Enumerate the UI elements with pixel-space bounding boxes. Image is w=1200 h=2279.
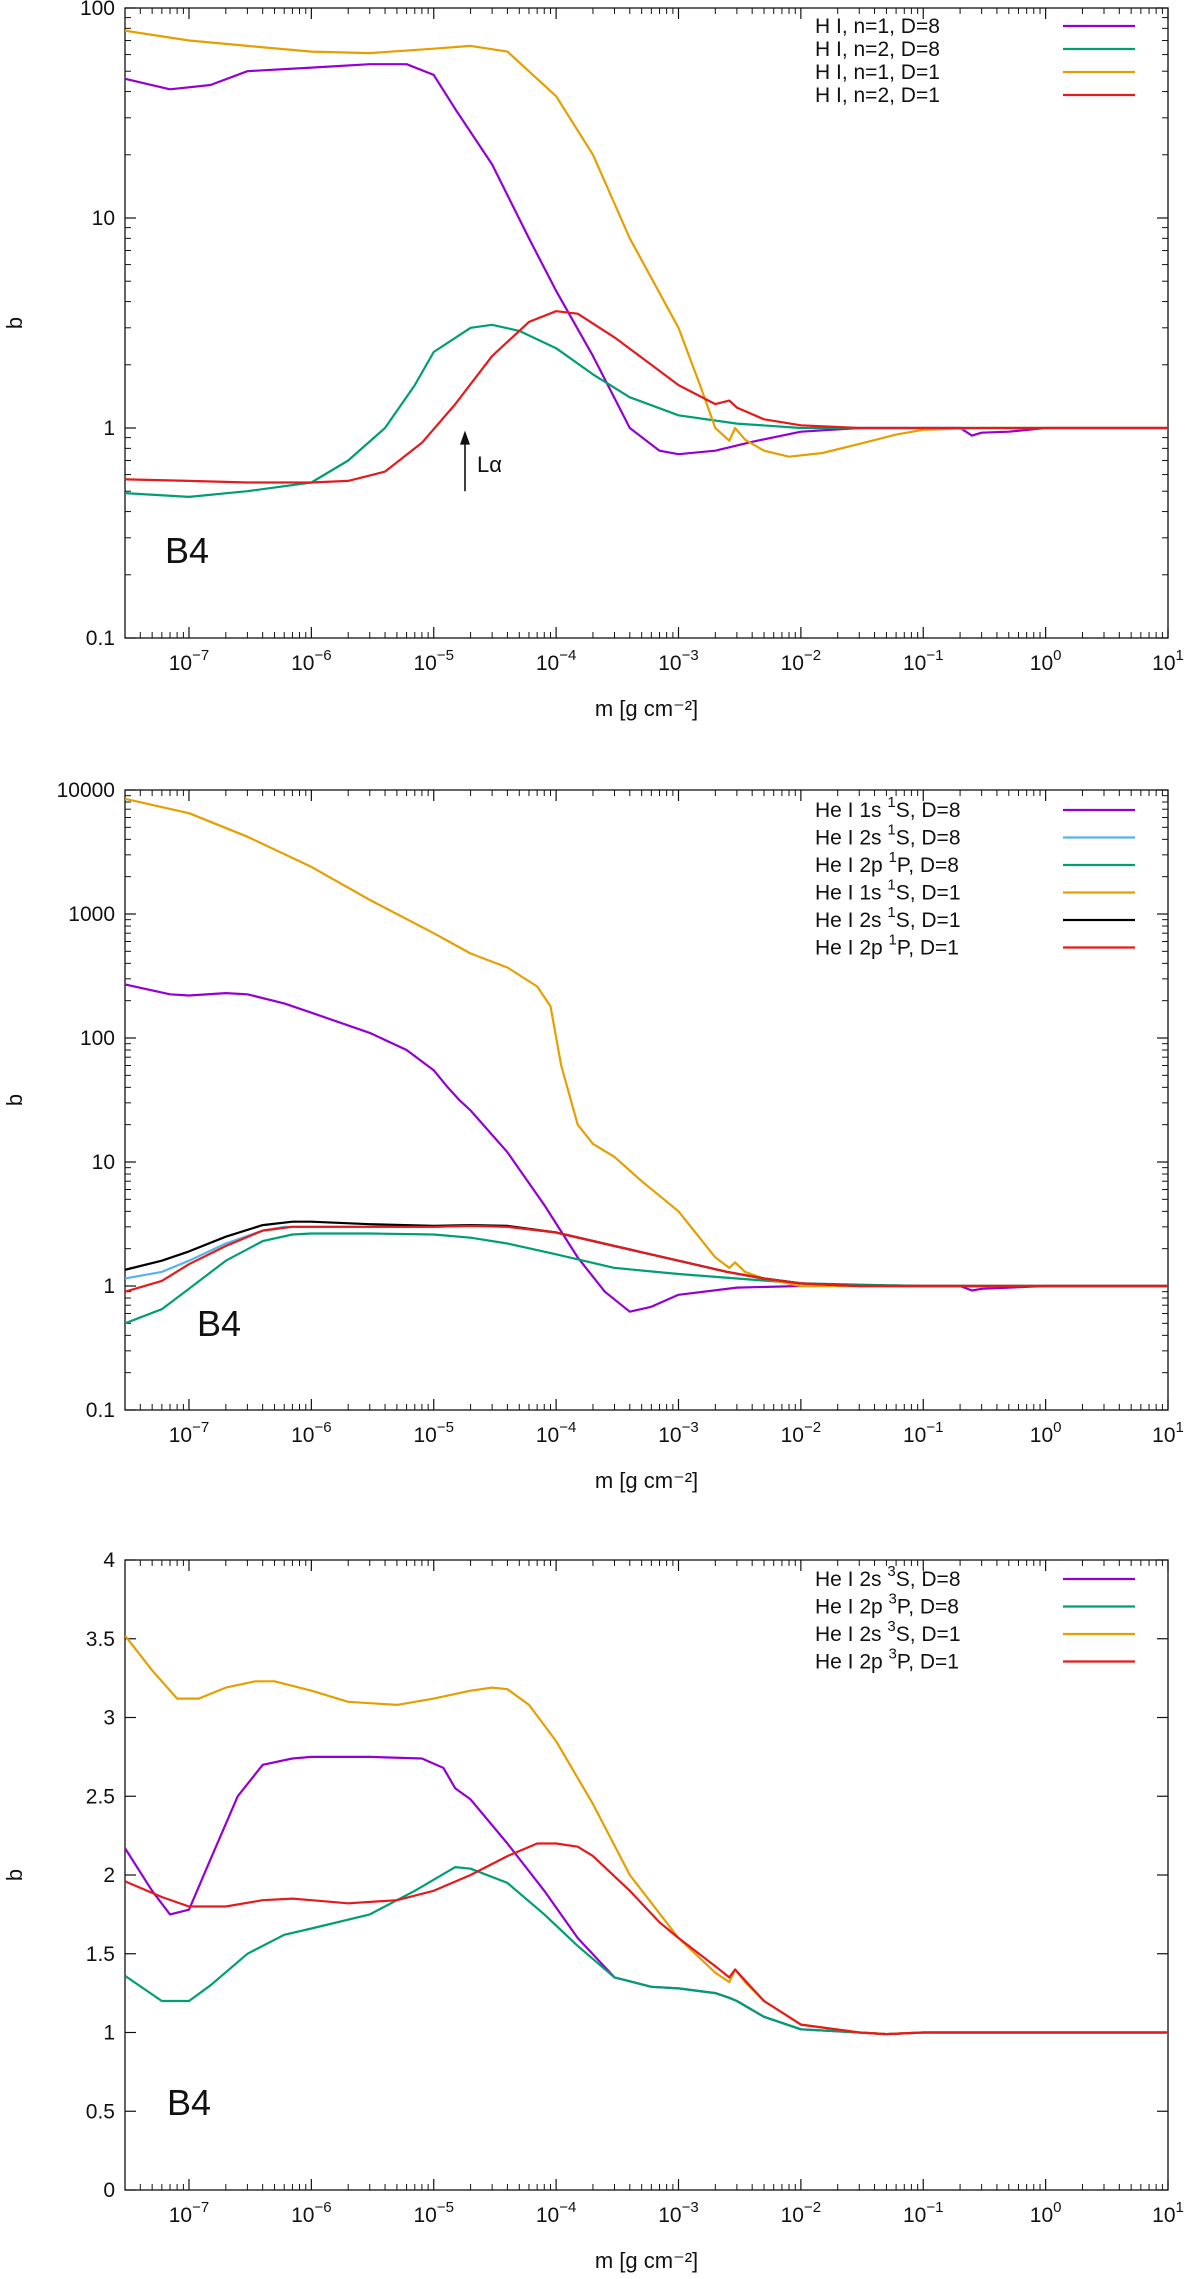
- x-tick-label: 10−2: [781, 2199, 821, 2227]
- x-tick-label: 101: [1152, 1419, 1184, 1447]
- y-tick-label: 1: [103, 2022, 115, 2045]
- x-tick-label: 100: [1030, 647, 1062, 675]
- x-tick-label: 101: [1152, 647, 1184, 675]
- y-tick-label: 0.5: [86, 2100, 115, 2123]
- x-tick-label: 10−5: [414, 2199, 454, 2227]
- series-line-2: [125, 323, 1168, 498]
- x-tick-label: 10−3: [658, 647, 698, 675]
- x-axis-title: m [g cm⁻²]: [595, 696, 698, 721]
- series-line-2: [125, 1865, 1168, 2036]
- x-tick-label: 10−6: [291, 1419, 331, 1447]
- x-tick-label: 10−6: [291, 2199, 331, 2227]
- x-tick-label: 100: [1030, 2199, 1062, 2227]
- series-line-2: [125, 1224, 1168, 1288]
- y-tick-label: 2.5: [86, 1785, 115, 1808]
- y-tick-label: 0.1: [86, 627, 115, 650]
- legend-label: H I, n=1, D=8: [815, 15, 940, 38]
- y-tick-label: 3.5: [86, 1628, 115, 1651]
- legend-label: He I 2p 3P, D=1: [815, 1646, 959, 1674]
- annotation-label: Lα: [477, 452, 502, 477]
- plot-frame: [124, 1559, 1169, 2191]
- x-tick-label: 10−7: [169, 1419, 209, 1447]
- x-axis-title: m [g cm⁻²]: [595, 2248, 698, 2273]
- legend-label: He I 2s 3S, D=8: [815, 1563, 961, 1591]
- y-tick-label: 1.5: [86, 1943, 115, 1966]
- legend-label: He I 1s 1S, D=1: [815, 877, 961, 905]
- y-tick-label: 2: [103, 1864, 115, 1887]
- y-tick-label: 1: [103, 1275, 115, 1298]
- series-line-6: [125, 1224, 1168, 1293]
- legend-label: He I 1s 1S, D=8: [815, 794, 961, 822]
- x-tick-label: 10−1: [903, 647, 943, 675]
- x-tick-label: 101: [1152, 2199, 1184, 2227]
- series-line-3: [125, 1232, 1168, 1325]
- legend-label: He I 2p 1P, D=8: [815, 849, 959, 877]
- chart-panel-2: 10−7 10−6 10−5 10−4 10−3 10−2 10−1 100 101 0.1 1 10…: [2, 779, 1184, 1493]
- x-tick-label: 100: [1030, 1419, 1062, 1447]
- y-axis-title: b: [2, 317, 27, 329]
- panel-tag: B4: [197, 1303, 241, 1344]
- y-tick-label: 10: [92, 1151, 115, 1174]
- panel-tag: B4: [167, 2082, 211, 2123]
- x-tick-label: 10−1: [903, 1419, 943, 1447]
- y-tick-label: 0: [103, 2179, 115, 2202]
- x-tick-label: 10−5: [414, 1419, 454, 1447]
- x-tick-label: 10−2: [781, 1419, 821, 1447]
- y-tick-label: 10: [92, 207, 115, 230]
- y-tick-label: 1: [103, 417, 115, 440]
- plot-frame: [124, 789, 1169, 1411]
- x-tick-label: 10−7: [169, 647, 209, 675]
- legend-label: H I, n=2, D=8: [815, 38, 940, 61]
- series-line-4: [125, 310, 1168, 484]
- series-line-1: [125, 983, 1168, 1313]
- y-axis-title: b: [2, 1869, 27, 1881]
- y-tick-label: 100: [80, 0, 115, 20]
- chart-panel-3: 10−7 10−6 10−5 10−4 10−3 10−2 10−1 100 101 0 0.5 1 1…: [2, 1549, 1184, 2273]
- legend-label: He I 2p 3P, D=8: [815, 1591, 959, 1619]
- x-tick-label: 10−6: [291, 647, 331, 675]
- chart-panel-1: 10−7 10−6 10−5 10−4 10−3 10−2 10−1 100 101 0.1 1 10…: [2, 0, 1184, 721]
- y-tick-label: 1000: [68, 903, 115, 926]
- y-tick-label: 100: [80, 1027, 115, 1050]
- legend-label: He I 2s 1S, D=1: [815, 904, 961, 932]
- legend-label: He I 2s 3S, D=1: [815, 1618, 961, 1646]
- x-tick-label: 10−5: [414, 647, 454, 675]
- plot-frame: [124, 7, 1169, 639]
- legend-label: He I 2p 1P, D=1: [815, 932, 959, 960]
- x-tick-label: 10−2: [781, 647, 821, 675]
- y-tick-label: 4: [103, 1549, 115, 1572]
- legend-label: He I 2s 1S, D=8: [815, 822, 961, 850]
- series-line-4: [125, 797, 1168, 1288]
- legend-label: H I, n=1, D=1: [815, 61, 940, 84]
- x-tick-label: 10−4: [536, 647, 576, 675]
- series-line-3: [125, 29, 1168, 458]
- annotation-arrow-head: [459, 430, 470, 445]
- x-axis-title: m [g cm⁻²]: [595, 1468, 698, 1493]
- y-tick-label: 3: [103, 1707, 115, 1730]
- legend-label: H I, n=2, D=1: [815, 84, 940, 107]
- x-tick-label: 10−3: [658, 1419, 698, 1447]
- y-tick-label: 0.1: [86, 1399, 115, 1422]
- series-line-4: [125, 1842, 1168, 2036]
- x-tick-label: 10−4: [536, 1419, 576, 1447]
- x-tick-label: 10−1: [903, 2199, 943, 2227]
- x-tick-label: 10−4: [536, 2199, 576, 2227]
- panel-tag: B4: [165, 530, 209, 571]
- y-axis-title: b: [2, 1094, 27, 1106]
- x-tick-label: 10−7: [169, 2199, 209, 2227]
- series-line-1: [125, 63, 1168, 456]
- x-tick-label: 10−3: [658, 2199, 698, 2227]
- series-line-3: [125, 1634, 1168, 2036]
- y-tick-label: 10000: [57, 779, 115, 802]
